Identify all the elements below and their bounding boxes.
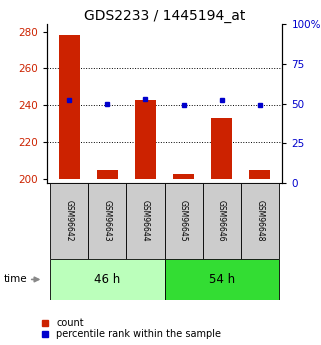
Text: count: count — [56, 318, 84, 327]
Bar — [97, 170, 118, 179]
Title: GDS2233 / 1445194_at: GDS2233 / 1445194_at — [84, 9, 245, 23]
Text: GSM96642: GSM96642 — [65, 200, 74, 242]
Text: GSM96645: GSM96645 — [179, 200, 188, 242]
Bar — [50, 183, 88, 259]
Bar — [59, 35, 80, 179]
Bar — [211, 118, 232, 179]
Text: GSM96646: GSM96646 — [217, 200, 226, 242]
Bar — [249, 170, 270, 179]
Bar — [135, 100, 156, 179]
Bar — [165, 259, 279, 300]
Text: percentile rank within the sample: percentile rank within the sample — [56, 329, 221, 338]
Text: time: time — [3, 275, 27, 284]
Bar — [203, 183, 241, 259]
Text: GSM96643: GSM96643 — [103, 200, 112, 242]
Text: GSM96648: GSM96648 — [255, 200, 264, 242]
Text: GSM96644: GSM96644 — [141, 200, 150, 242]
Bar — [173, 174, 194, 179]
Text: 54 h: 54 h — [209, 273, 235, 286]
Bar — [241, 183, 279, 259]
Text: 46 h: 46 h — [94, 273, 121, 286]
Bar — [88, 183, 126, 259]
Bar — [50, 259, 165, 300]
Bar — [165, 183, 203, 259]
Bar — [126, 183, 165, 259]
